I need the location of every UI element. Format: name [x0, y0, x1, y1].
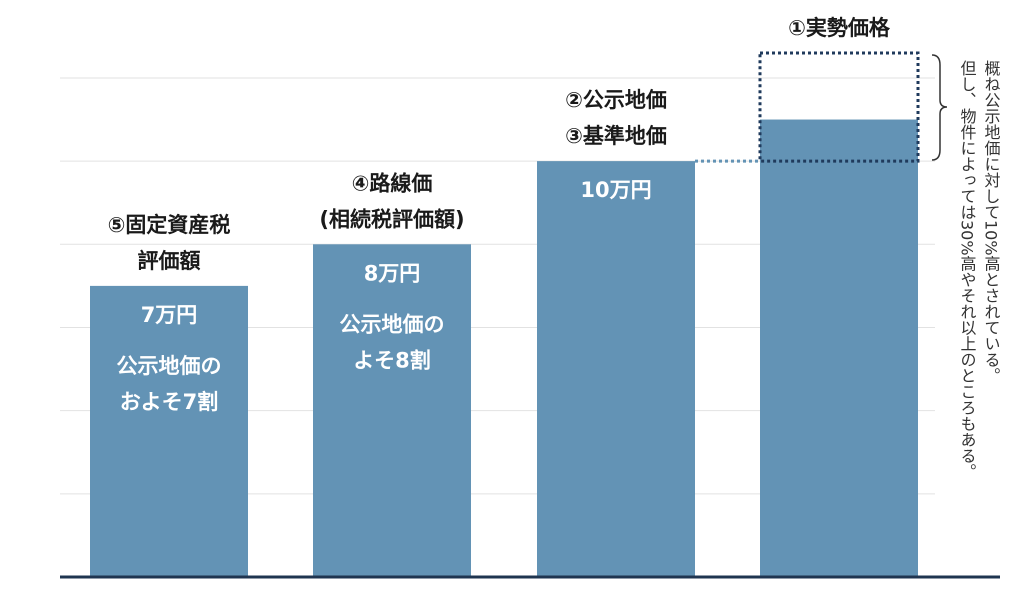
bar-note: 公示地価のおよそ7割 — [117, 354, 222, 414]
category-label: ①実勢価格 — [788, 16, 891, 40]
value-label: 11万円 — [803, 91, 874, 115]
value-label: 7万円 — [141, 303, 198, 327]
bar — [313, 244, 471, 578]
side-note: 概ね公示地価に対して10%高とされている。 — [982, 60, 1001, 384]
bracket — [931, 54, 948, 161]
value-label: 8万円 — [364, 261, 421, 285]
bar — [537, 161, 695, 577]
category-label: ②公示地価 ③基準地価 — [565, 88, 667, 148]
side-note: 但し、物件によっては30%高やそれ以上のところもある。 — [958, 60, 977, 480]
bar-note: 公示地価のよそ8割 — [340, 312, 445, 372]
bar — [90, 285, 248, 577]
category-label: ④路線価(相続税評価額) — [319, 171, 464, 231]
value-label: 10万円 — [580, 178, 651, 202]
range-box — [758, 51, 920, 163]
bar — [760, 119, 918, 578]
category-label: ⑤固定資産税評価額 — [108, 213, 231, 273]
